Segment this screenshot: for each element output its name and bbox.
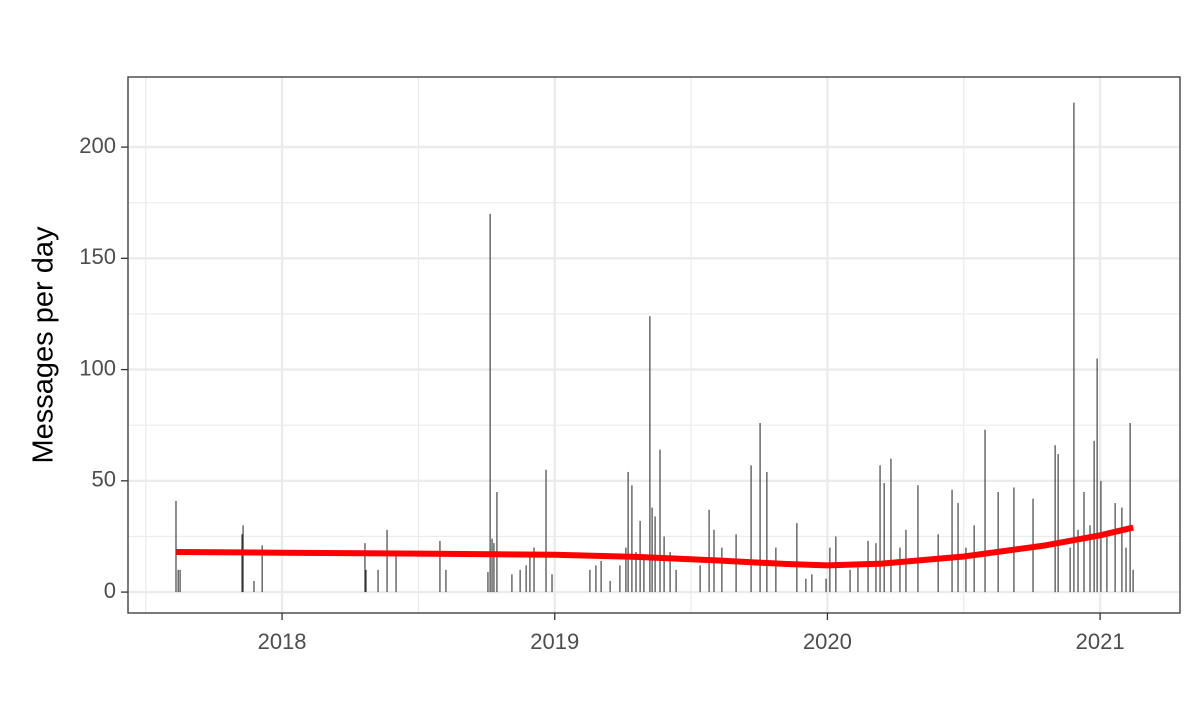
y-tick-label: 200: [79, 133, 116, 158]
axes: 2018 2019 2020 2021 0 50 100 150 200: [79, 133, 1124, 654]
y-tick-label: 0: [104, 578, 116, 603]
panel-border: [127, 76, 1181, 614]
grid: [128, 77, 1180, 613]
y-tick-label: 150: [79, 244, 116, 269]
marks: [175, 102, 1134, 593]
trend-line: [175, 524, 1134, 569]
x-tick-label: 2021: [1076, 629, 1125, 654]
x-tick-label: 2019: [530, 629, 579, 654]
y-axis-title: Messages per day: [28, 226, 60, 463]
y-tick-label: 100: [79, 355, 116, 380]
x-tick-label: 2020: [803, 629, 852, 654]
x-tick-label: 2018: [258, 629, 307, 654]
y-tick-label: 50: [92, 467, 116, 492]
